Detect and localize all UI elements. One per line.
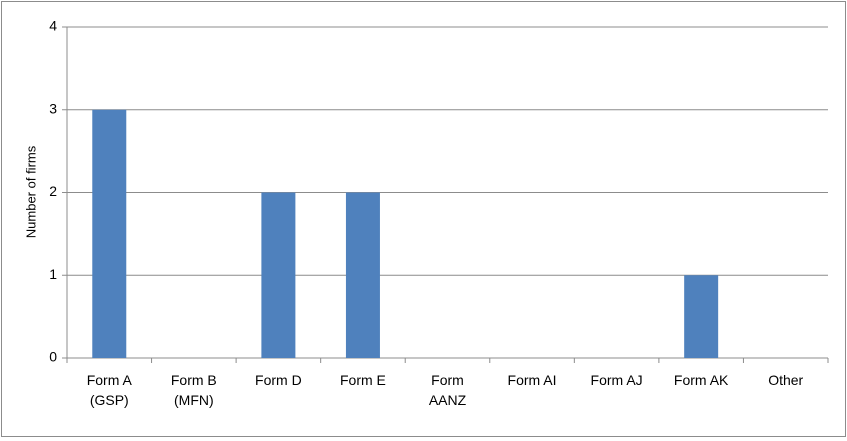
y-axis-label: Number of firms [23,145,38,238]
x-tick-label: Form AK [673,372,729,388]
x-tick-label: Form E [339,372,386,388]
bar [345,192,380,358]
x-tick-label: Form AJ [590,372,643,388]
bar [684,275,719,358]
y-tick-label: 3 [49,100,57,116]
x-tick-label: Form AI [507,372,557,388]
y-tick-label: 2 [49,183,57,199]
y-tick-label: 1 [49,266,57,282]
x-tick-label: Form D [255,372,302,388]
x-tick-label: Form A (GSP) [86,372,132,408]
bar [92,109,127,358]
bar [261,192,296,358]
x-tick-label: Form B (MFN) [170,372,217,408]
y-tick-label: 4 [49,18,57,34]
y-tick-label: 0 [49,349,57,365]
x-tick-label: Form AANZ [428,372,467,408]
x-tick-label: Other [768,372,804,388]
